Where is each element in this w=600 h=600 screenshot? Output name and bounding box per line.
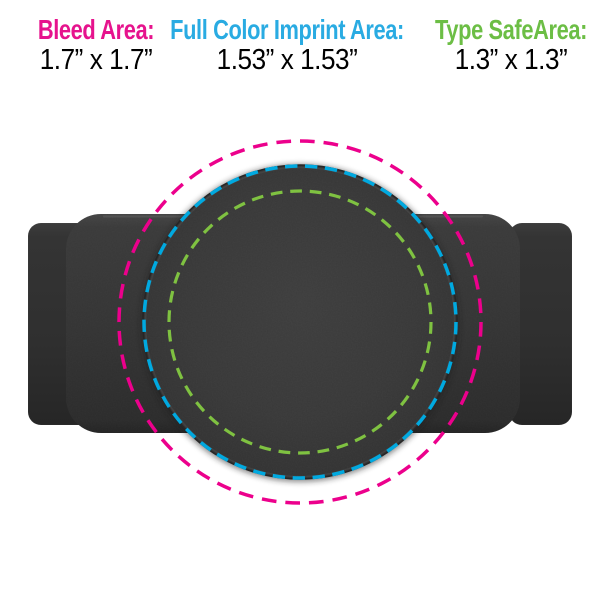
imprint-area-size: 1.53” x 1.53” xyxy=(216,44,358,76)
bleed-area-circle xyxy=(117,139,483,505)
bleed-area-size: 1.7” x 1.7” xyxy=(39,44,153,76)
legend: Bleed Area: 1.7” x 1.7” Full Color Impri… xyxy=(0,0,600,90)
legend-bleed-area: Bleed Area: 1.7” x 1.7” xyxy=(21,14,170,76)
type-safe-area-circle xyxy=(167,189,433,455)
legend-imprint-area: Full Color Imprint Area: 1.53” x 1.53” xyxy=(137,14,437,76)
legend-type-safe-area: Type SafeArea: 1.3” x 1.3” xyxy=(414,14,600,76)
imprint-area-circle xyxy=(142,164,458,480)
bleed-area-label: Bleed Area: xyxy=(37,14,155,45)
type-safe-area-label: Type SafeArea: xyxy=(435,14,587,45)
disc-texture xyxy=(144,166,456,478)
imprint-area-label: Full Color Imprint Area: xyxy=(170,14,404,45)
type-safe-area-size: 1.3” x 1.3” xyxy=(454,44,568,76)
